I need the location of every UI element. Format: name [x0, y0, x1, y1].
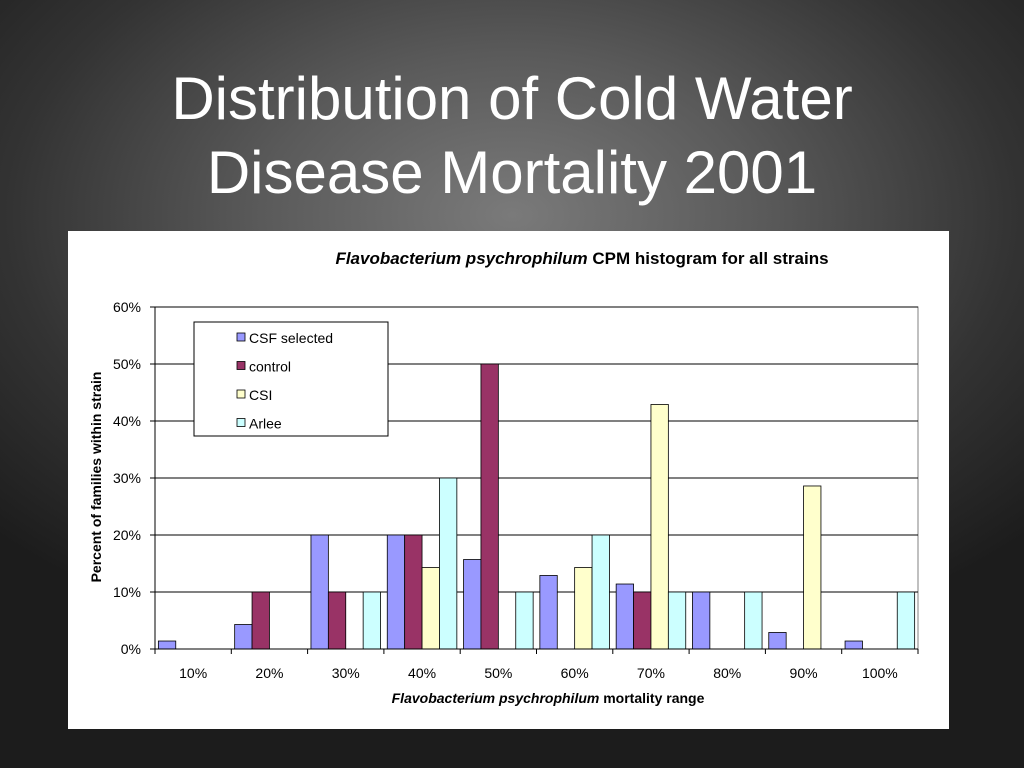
- bar: [463, 559, 482, 650]
- legend-box: [193, 321, 389, 437]
- x-tick-label: 60%: [561, 665, 589, 681]
- legend-swatch: [236, 361, 246, 370]
- bar: [421, 567, 440, 650]
- legend-swatch: [236, 418, 246, 427]
- bar: [404, 534, 423, 650]
- legend: CSF selected control CSI Arlee: [193, 321, 389, 437]
- bar: [480, 363, 499, 650]
- x-tick-label: 80%: [713, 665, 741, 681]
- chart-title: Flavobacterium psychrophilum CPM histogr…: [335, 249, 828, 268]
- x-tick-label: 30%: [332, 665, 360, 681]
- x-tick-label: 40%: [408, 665, 436, 681]
- y-tick-label: 30%: [113, 470, 141, 486]
- bar: [251, 591, 270, 650]
- bar: [692, 591, 711, 650]
- y-tick-label: 40%: [113, 413, 141, 429]
- y-tick-label: 0%: [121, 641, 141, 657]
- x-tick-label: 20%: [255, 665, 283, 681]
- bar: [157, 640, 177, 650]
- histogram-chart: Flavobacterium psychrophilum CPM histogr…: [88, 249, 919, 706]
- bar: [650, 404, 669, 650]
- bar: [896, 591, 916, 650]
- bar: [744, 591, 763, 650]
- bar: [844, 640, 863, 650]
- x-axis-label-rest: mortality range: [599, 690, 704, 706]
- bar: [768, 632, 787, 650]
- y-axis-label: Percent of families within strain: [88, 372, 104, 583]
- chart-panel: Flavobacterium psychrophilum CPM histogr…: [68, 231, 949, 729]
- y-tick-label: 60%: [113, 299, 141, 315]
- x-tick-label: 70%: [637, 665, 665, 681]
- bar: [803, 485, 822, 650]
- chart-title-rest: CPM histogram for all strains: [588, 249, 829, 268]
- bar: [362, 591, 381, 650]
- legend-label: CSI: [249, 387, 272, 403]
- legend-swatch: [236, 389, 246, 399]
- x-tick-label: 50%: [484, 665, 512, 681]
- chart-title-italic: Flavobacterium psychrophilum: [335, 249, 587, 268]
- legend-label: control: [249, 359, 291, 375]
- bar: [327, 591, 347, 650]
- x-tick-label: 100%: [862, 665, 898, 681]
- legend-swatch: [236, 332, 246, 342]
- bar: [539, 575, 558, 650]
- bar: [633, 591, 652, 650]
- bar: [234, 624, 253, 650]
- bar: [615, 583, 634, 650]
- bar: [439, 477, 458, 650]
- x-tick-label: 90%: [790, 665, 818, 681]
- slide-title: Distribution of Cold Water Disease Morta…: [0, 62, 1024, 210]
- legend-label: Arlee: [249, 416, 282, 432]
- axes: 0% 10% 20% 30% 40% 50% 60% 10% 20% 30% 40% 50% 60% 70…: [113, 299, 919, 681]
- y-tick-label: 20%: [113, 527, 141, 543]
- bar: [515, 591, 534, 650]
- bars: [157, 363, 916, 650]
- bar: [386, 534, 406, 650]
- bar: [591, 534, 610, 650]
- legend-label: CSF selected: [249, 330, 333, 346]
- x-axis-label-italic: Flavobacterium psychrophilum: [392, 690, 600, 706]
- y-tick-label: 50%: [113, 356, 141, 372]
- y-tick-label: 10%: [113, 584, 141, 600]
- bar: [667, 591, 687, 650]
- slide-title-line-1: Distribution of Cold Water: [171, 65, 853, 132]
- x-tick-label: 10%: [179, 665, 207, 681]
- bar: [574, 567, 593, 650]
- x-axis-label: Flavobacterium psychrophilum mortality r…: [392, 690, 705, 706]
- slide-title-line-2: Disease Mortality 2001: [206, 139, 818, 206]
- bar: [310, 534, 329, 650]
